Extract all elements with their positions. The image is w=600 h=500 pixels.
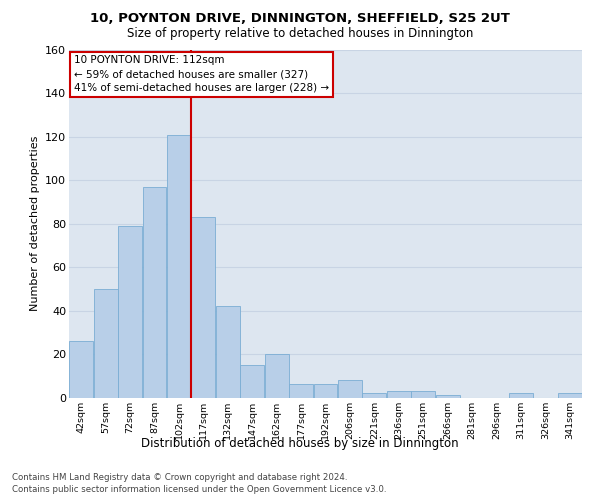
Bar — [314, 384, 337, 398]
Bar — [436, 396, 460, 398]
Bar — [94, 289, 118, 398]
Bar — [509, 393, 533, 398]
Y-axis label: Number of detached properties: Number of detached properties — [29, 136, 40, 312]
Bar — [265, 354, 289, 398]
Text: Contains HM Land Registry data © Crown copyright and database right 2024.
Contai: Contains HM Land Registry data © Crown c… — [12, 472, 386, 494]
Bar — [216, 306, 240, 398]
Bar — [240, 365, 264, 398]
Bar — [69, 341, 93, 398]
Text: 10, POYNTON DRIVE, DINNINGTON, SHEFFIELD, S25 2UT: 10, POYNTON DRIVE, DINNINGTON, SHEFFIELD… — [90, 12, 510, 26]
Bar — [143, 187, 166, 398]
Bar — [411, 391, 435, 398]
Bar — [338, 380, 362, 398]
Bar — [289, 384, 313, 398]
Bar — [558, 393, 582, 398]
Bar — [362, 393, 386, 398]
Bar — [118, 226, 142, 398]
Bar — [387, 391, 411, 398]
Text: Size of property relative to detached houses in Dinnington: Size of property relative to detached ho… — [127, 28, 473, 40]
Text: 10 POYNTON DRIVE: 112sqm
← 59% of detached houses are smaller (327)
41% of semi-: 10 POYNTON DRIVE: 112sqm ← 59% of detach… — [74, 55, 329, 93]
Bar — [167, 134, 191, 398]
Bar — [191, 217, 215, 398]
Text: Distribution of detached houses by size in Dinnington: Distribution of detached houses by size … — [141, 438, 459, 450]
